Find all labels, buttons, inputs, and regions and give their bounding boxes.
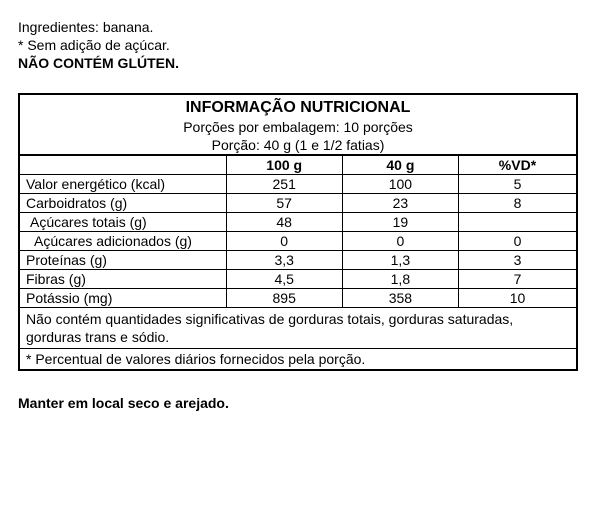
row-vd: 10	[458, 288, 577, 307]
column-headers: 100 g 40 g %VD*	[19, 155, 577, 175]
nutrition-note: Não contém quantidades significativas de…	[19, 307, 577, 348]
row-v100: 895	[226, 288, 342, 307]
row-v40: 19	[342, 212, 458, 231]
row-label: Açúcares totais (g)	[19, 212, 226, 231]
row-vd: 5	[458, 174, 577, 193]
row-label: Carboidratos (g)	[19, 193, 226, 212]
row-v40: 1,3	[342, 250, 458, 269]
row-label: Valor energético (kcal)	[19, 174, 226, 193]
row-vd: 8	[458, 193, 577, 212]
col-40g: 40 g	[342, 155, 458, 175]
table-row: Açúcares adicionados (g) 0 0 0	[19, 231, 577, 250]
table-title: INFORMAÇÃO NUTRICIONAL	[19, 94, 577, 118]
row-label: Potássio (mg)	[19, 288, 226, 307]
table-row: Açúcares totais (g) 48 19	[19, 212, 577, 231]
table-row: Potássio (mg) 895 358 10	[19, 288, 577, 307]
row-label: Açúcares adicionados (g)	[19, 231, 226, 250]
row-v100: 3,3	[226, 250, 342, 269]
servings-per-pack: Porções por embalagem: 10 porções	[19, 118, 577, 136]
row-v40: 358	[342, 288, 458, 307]
row-label: Fibras (g)	[19, 269, 226, 288]
nutrition-table: INFORMAÇÃO NUTRICIONAL Porções por embal…	[18, 93, 578, 371]
row-v100: 0	[226, 231, 342, 250]
row-vd: 7	[458, 269, 577, 288]
col-100g: 100 g	[226, 155, 342, 175]
row-label: Proteínas (g)	[19, 250, 226, 269]
row-v40: 1,8	[342, 269, 458, 288]
row-v100: 4,5	[226, 269, 342, 288]
row-v40: 100	[342, 174, 458, 193]
row-v40: 0	[342, 231, 458, 250]
gluten-line: NÃO CONTÉM GLÚTEN.	[18, 54, 584, 72]
row-v100: 48	[226, 212, 342, 231]
row-v40: 23	[342, 193, 458, 212]
sugar-note-line: * Sem adição de açúcar.	[18, 36, 584, 54]
row-v100: 251	[226, 174, 342, 193]
row-v100: 57	[226, 193, 342, 212]
table-row: Fibras (g) 4,5 1,8 7	[19, 269, 577, 288]
header-block: Ingredientes: banana. * Sem adição de aç…	[18, 18, 584, 73]
row-vd	[458, 212, 577, 231]
ingredients-line: Ingredientes: banana.	[18, 18, 584, 36]
col-vd: %VD*	[458, 155, 577, 175]
row-vd: 3	[458, 250, 577, 269]
table-row: Carboidratos (g) 57 23 8	[19, 193, 577, 212]
table-row: Valor energético (kcal) 251 100 5	[19, 174, 577, 193]
table-row: Proteínas (g) 3,3 1,3 3	[19, 250, 577, 269]
serving-size: Porção: 40 g (1 e 1/2 fatias)	[19, 136, 577, 155]
row-vd: 0	[458, 231, 577, 250]
nutrition-footnote: * Percentual de valores diários fornecid…	[19, 348, 577, 370]
storage-instructions: Manter em local seco e arejado.	[18, 395, 584, 411]
